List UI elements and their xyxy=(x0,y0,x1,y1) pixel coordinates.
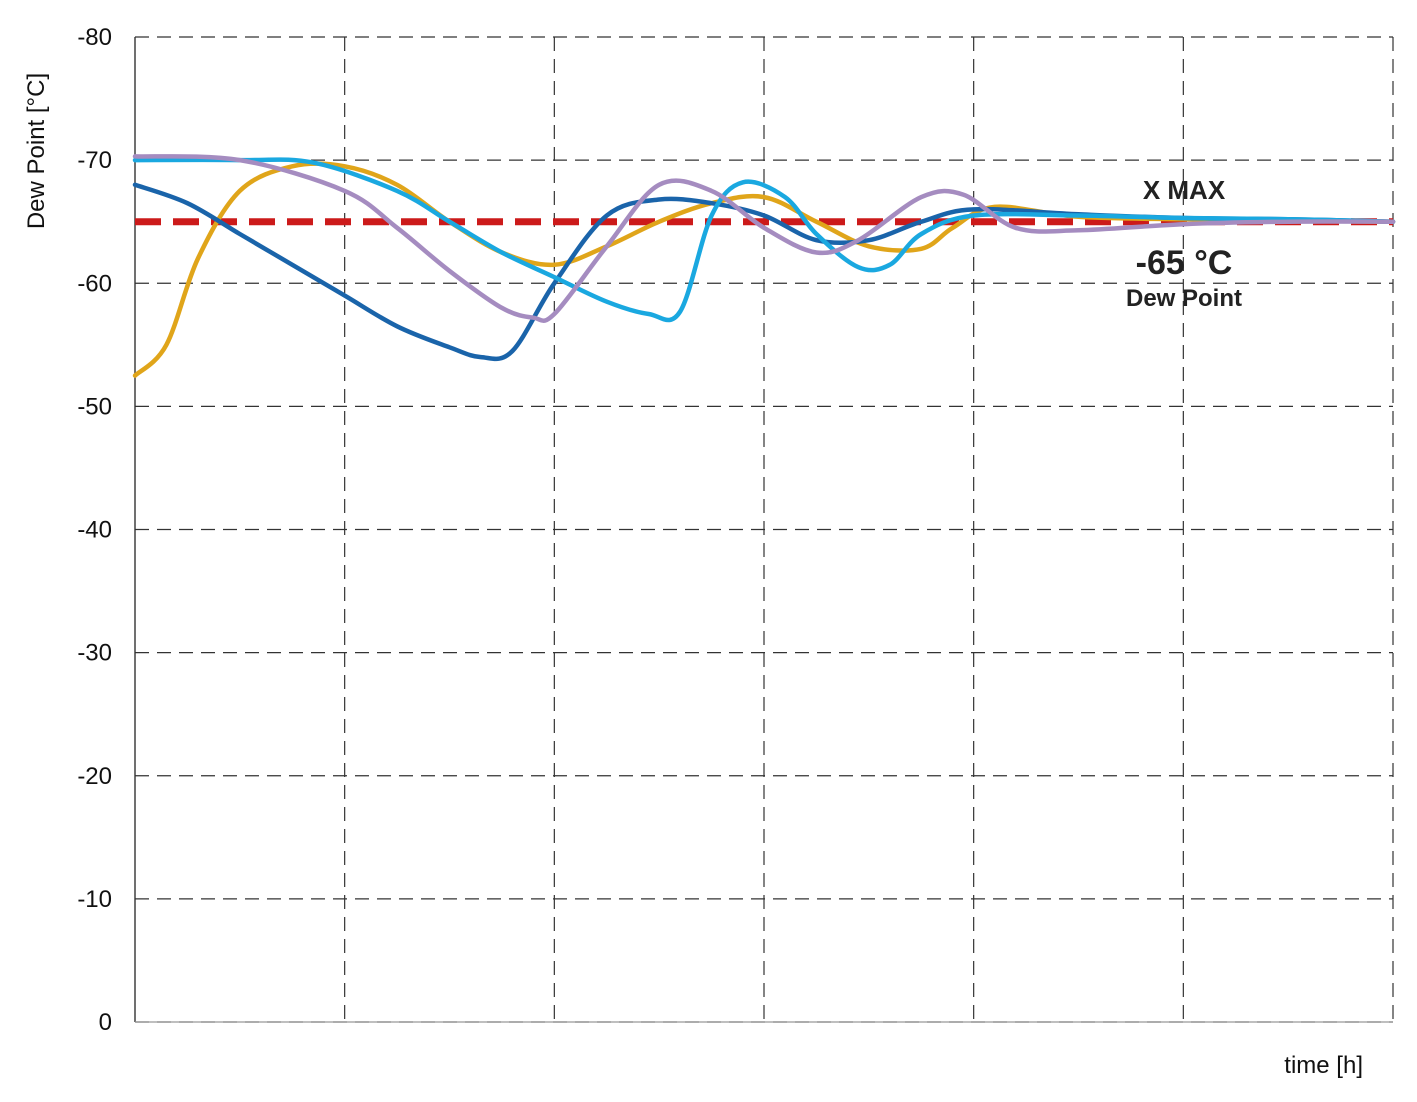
y-axis-title: Dew Point [°C] xyxy=(23,73,50,229)
y-tick-label: -50 xyxy=(77,393,112,420)
x-axis-title: time [h] xyxy=(1284,1052,1363,1079)
annotation-title: X MAX xyxy=(1143,175,1226,205)
y-tick-labels: -80 -70 -60 -50 -40 -30 -20 -10 0 xyxy=(77,24,112,1036)
series-line-3 xyxy=(132,157,1396,323)
y-tick-label: -70 xyxy=(77,147,112,174)
y-tick-label: -10 xyxy=(77,886,112,913)
annotation-subtitle: Dew Point xyxy=(1126,285,1242,312)
annotation-value: -65 °C xyxy=(1136,244,1233,282)
y-tick-label: -80 xyxy=(77,24,112,51)
y-tick-label: -30 xyxy=(77,640,112,667)
series-group xyxy=(132,154,1396,378)
y-tick-label: 0 xyxy=(99,1009,112,1036)
y-tick-label: -60 xyxy=(77,270,112,297)
grid xyxy=(134,36,1394,1023)
y-tick-label: -40 xyxy=(77,517,112,544)
y-tick-label: -20 xyxy=(77,763,112,790)
series-line-4 xyxy=(132,154,1396,323)
